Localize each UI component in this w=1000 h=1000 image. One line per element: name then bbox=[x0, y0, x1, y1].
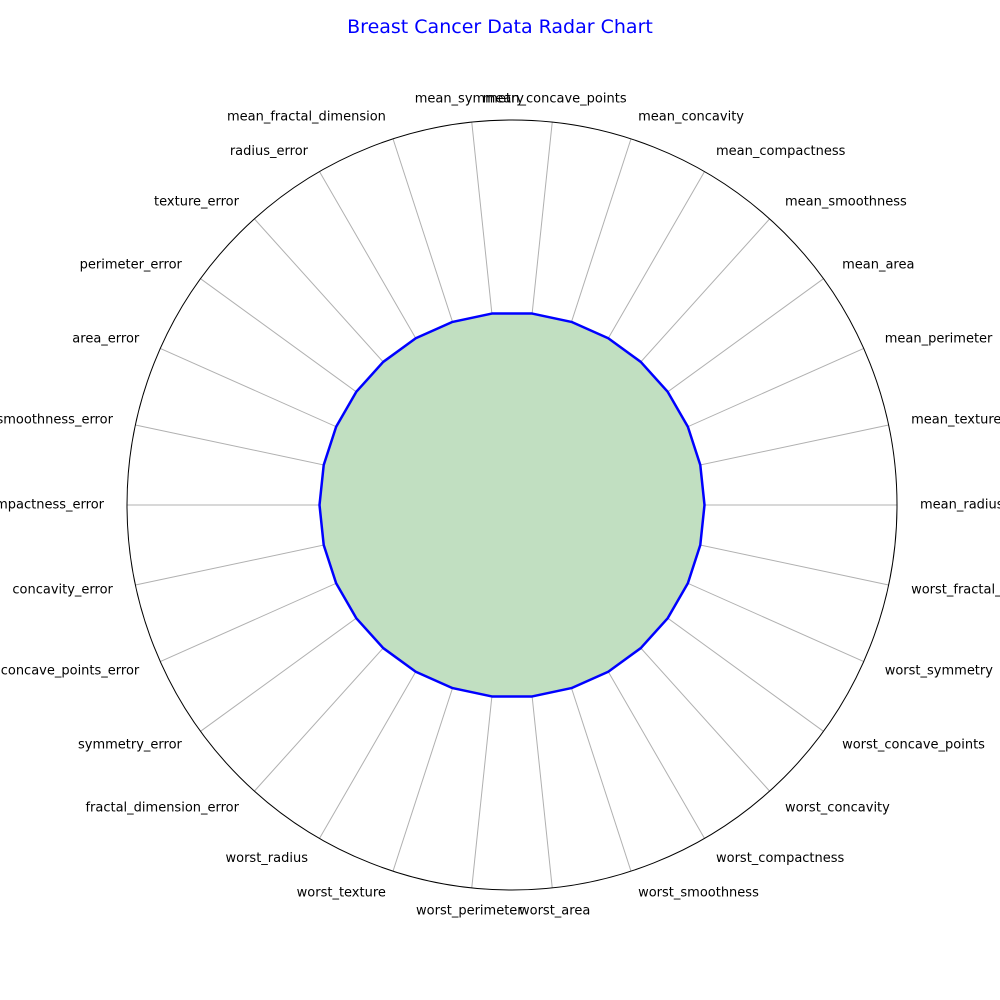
axis-label: fractal_dimension_error bbox=[85, 801, 239, 816]
axis-label: area_error bbox=[72, 332, 140, 347]
axis-label: radius_error bbox=[230, 144, 309, 159]
axis-label: concave_points_error bbox=[1, 663, 140, 678]
data-series-line bbox=[318, 312, 706, 698]
axis-label: worst_radius bbox=[226, 851, 309, 866]
axis-label: worst_perimeter bbox=[416, 903, 523, 918]
axis-label: perimeter_error bbox=[80, 258, 183, 273]
chart-title: Breast Cancer Data Radar Chart bbox=[347, 16, 653, 38]
axis-label: mean_fractal_dimension bbox=[227, 109, 386, 124]
axis-label: mean_area bbox=[842, 258, 914, 273]
axis-label: mean_texture bbox=[911, 413, 1000, 428]
axis-label: worst_area bbox=[519, 903, 590, 918]
axis-label: mean_concavity bbox=[638, 109, 744, 124]
axis-label: symmetry_error bbox=[78, 737, 183, 752]
data-area bbox=[319, 313, 705, 697]
axis-label: worst_fractal_dimension bbox=[911, 582, 1000, 597]
axis-label: mean_concave_points bbox=[483, 92, 627, 107]
axis-label: mean_symmetry bbox=[415, 92, 525, 107]
outer-circle bbox=[126, 119, 898, 891]
axis-label: mean_perimeter bbox=[885, 332, 993, 347]
axis-label: worst_compactness bbox=[716, 851, 845, 866]
axis-label: worst_symmetry bbox=[885, 663, 994, 678]
axis-label: worst_concavity bbox=[785, 801, 890, 816]
axis-label: mean_smoothness bbox=[785, 194, 907, 209]
axis-label: concavity_error bbox=[12, 582, 113, 597]
axis-label: texture_error bbox=[154, 194, 240, 209]
axis-label: worst_concave_points bbox=[842, 737, 985, 752]
axis-label: worst_texture bbox=[297, 886, 386, 901]
axis-label: mean_compactness bbox=[716, 144, 846, 159]
axis-label: worst_smoothness bbox=[638, 886, 759, 901]
axis-label: smoothness_error bbox=[0, 413, 114, 428]
axis-label: compactness_error bbox=[0, 498, 105, 513]
axis-label: mean_radius bbox=[920, 498, 1000, 513]
